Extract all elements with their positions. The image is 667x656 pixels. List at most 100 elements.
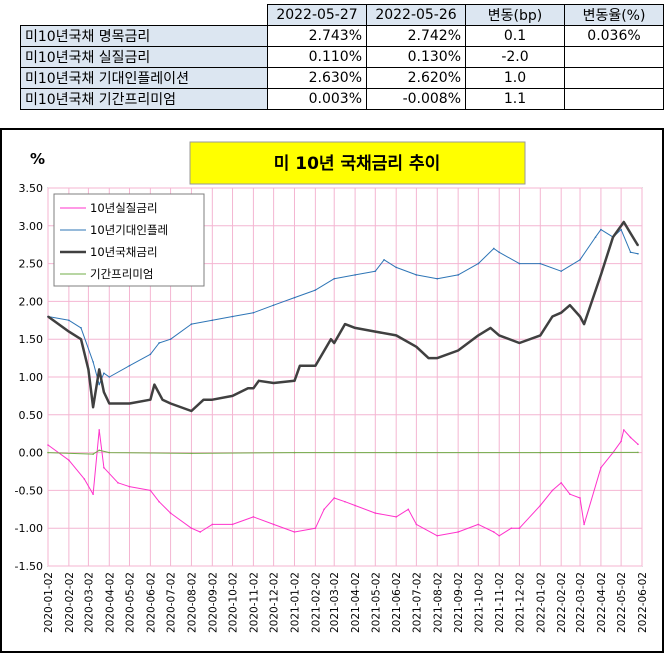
data-point (169, 512, 172, 514)
data-point (47, 451, 49, 454)
data-point (252, 387, 255, 390)
table-row: 미10년국채 기대인플레이션 2.630% 2.620% 1.0 (20, 67, 664, 89)
x-tick-label: 2022-02-02 (556, 572, 568, 633)
data-point (153, 383, 156, 386)
data-point (374, 270, 377, 272)
data-point (231, 523, 234, 526)
data-point (436, 277, 439, 280)
axes: 3.50 3.00 2.50 2.00 1.50 1.00 0.50 0.00 -0.50 -1.… (15, 182, 649, 633)
data-point (539, 334, 542, 337)
row-pct (564, 67, 664, 89)
chart-svg: % 미 10년 국채금리 추이 3.50 3.00 2.50 2.00 1.50 1.00… (15, 141, 649, 633)
row-bp: -2.0 (465, 46, 565, 68)
x-tick-label: 2022-04-02 (596, 572, 608, 633)
y-tick-label: 3.50 (19, 182, 44, 195)
x-tick-label: 2020-09-02 (207, 572, 219, 633)
table-row: 미10년국채 실질금리 0.110% 0.130% -2.0 (20, 46, 664, 68)
data-point (623, 429, 625, 431)
data-point (272, 382, 275, 384)
row-label: 미10년국채 실질금리 (20, 46, 268, 68)
data-point (620, 228, 622, 231)
data-point (560, 270, 562, 272)
data-point (354, 504, 356, 507)
data-point (128, 402, 131, 405)
data-point (117, 482, 119, 484)
y-axis-label: % (30, 150, 45, 168)
row-label: 미10년국채 기대인플레이션 (20, 67, 268, 89)
table-header-date2: 2022-05-26 (366, 4, 466, 26)
x-tick-label: 2022-06-02 (637, 572, 649, 633)
y-tick-label: 1.00 (19, 371, 44, 384)
data-point (103, 466, 105, 469)
data-point (493, 247, 495, 250)
summary-table: 2022-05-27 2022-05-26 변동(bp) 변동율(%) 미10년… (20, 4, 664, 110)
data-point (314, 527, 317, 529)
row-label: 미10년국채 기간프리미엄 (20, 88, 268, 110)
data-point (80, 327, 82, 329)
data-point (333, 277, 336, 280)
row-value-2: -0.008% (366, 88, 466, 110)
data-point (87, 368, 90, 371)
data-point (629, 232, 632, 235)
data-point (569, 493, 571, 495)
data-point (600, 228, 602, 231)
data-point (247, 387, 249, 390)
data-point (560, 482, 562, 484)
data-point (47, 315, 49, 318)
data-point (169, 338, 172, 340)
chart-container: % 미 10년 국채금리 추이 3.50 3.00 2.50 2.00 1.50 1.00… (0, 128, 664, 653)
x-tick-label: 2020-11-02 (248, 572, 260, 633)
data-point (498, 251, 501, 254)
data-point (457, 349, 459, 352)
x-tick-label: 2021-08-02 (432, 572, 444, 633)
row-pct (564, 88, 664, 110)
data-point (231, 315, 234, 318)
data-point (92, 493, 94, 495)
table-header-bp: 변동(bp) (465, 4, 565, 26)
data-point (600, 466, 602, 469)
data-point (395, 516, 397, 518)
series-line (47, 220, 640, 413)
data-point (108, 451, 111, 454)
data-point (498, 534, 501, 537)
y-tick-label: 0.50 (19, 409, 44, 422)
data-point (457, 531, 459, 533)
data-point (579, 315, 581, 318)
data-point (323, 508, 325, 511)
legend-label: 기간프리미엄 (90, 267, 153, 281)
x-tick-label: 2022-05-02 (616, 572, 628, 633)
data-point (569, 304, 571, 306)
data-point (92, 453, 94, 455)
x-tick-label: 2020-04-02 (104, 572, 116, 633)
data-point (498, 334, 501, 337)
row-value-2: 2.742% (366, 25, 466, 47)
table-row: 미10년국채 기간프리미엄 0.003% -0.008% 1.1 (20, 88, 664, 110)
x-tick-label: 2021-01-02 (289, 572, 301, 633)
data-point (252, 516, 255, 518)
data-point (92, 406, 94, 409)
data-point (629, 251, 632, 254)
x-tick-label: 2020-10-02 (228, 572, 240, 633)
data-point (211, 523, 214, 526)
x-tick-label: 2020-12-02 (269, 572, 281, 633)
data-point (383, 259, 385, 261)
data-point (190, 452, 193, 455)
x-tick-label: 2022-01-02 (535, 572, 547, 633)
x-tick-label: 2021-04-02 (350, 572, 362, 633)
legend-label: 10년실질금리 (90, 201, 158, 215)
data-point (637, 443, 639, 446)
table-header-blank (20, 4, 268, 26)
legend-label: 10년국채금리 (90, 245, 158, 259)
data-point (436, 534, 439, 537)
data-point (395, 334, 397, 337)
data-point (629, 436, 632, 439)
data-point (68, 459, 70, 461)
data-point (374, 512, 377, 514)
data-point (612, 236, 614, 238)
x-tick-label: 2020-01-02 (43, 572, 55, 633)
table-row: 미10년국채 명목금리 2.743% 2.742% 0.1 0.036% (20, 25, 664, 47)
data-point (47, 444, 49, 446)
data-point (583, 523, 585, 526)
x-tick-label: 2022-03-02 (575, 572, 587, 633)
y-tick-label: 3.00 (19, 220, 44, 233)
